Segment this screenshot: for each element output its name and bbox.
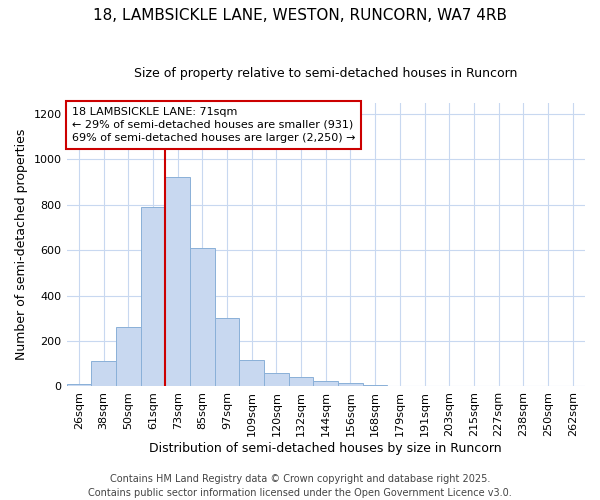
Text: Contains HM Land Registry data © Crown copyright and database right 2025.
Contai: Contains HM Land Registry data © Crown c…	[88, 474, 512, 498]
X-axis label: Distribution of semi-detached houses by size in Runcorn: Distribution of semi-detached houses by …	[149, 442, 502, 455]
Title: Size of property relative to semi-detached houses in Runcorn: Size of property relative to semi-detach…	[134, 68, 517, 80]
Bar	[190, 248, 215, 386]
Bar	[165, 178, 190, 386]
Bar	[264, 373, 289, 386]
Bar	[67, 384, 91, 386]
Bar	[313, 381, 338, 386]
Bar	[140, 207, 165, 386]
Bar	[239, 360, 264, 386]
Bar	[91, 362, 116, 386]
Bar	[215, 318, 239, 386]
Text: 18, LAMBSICKLE LANE, WESTON, RUNCORN, WA7 4RB: 18, LAMBSICKLE LANE, WESTON, RUNCORN, WA…	[93, 8, 507, 22]
Y-axis label: Number of semi-detached properties: Number of semi-detached properties	[15, 129, 28, 360]
Text: 18 LAMBSICKLE LANE: 71sqm
← 29% of semi-detached houses are smaller (931)
69% of: 18 LAMBSICKLE LANE: 71sqm ← 29% of semi-…	[72, 107, 355, 143]
Bar	[338, 383, 363, 386]
Bar	[116, 328, 140, 386]
Bar	[289, 378, 313, 386]
